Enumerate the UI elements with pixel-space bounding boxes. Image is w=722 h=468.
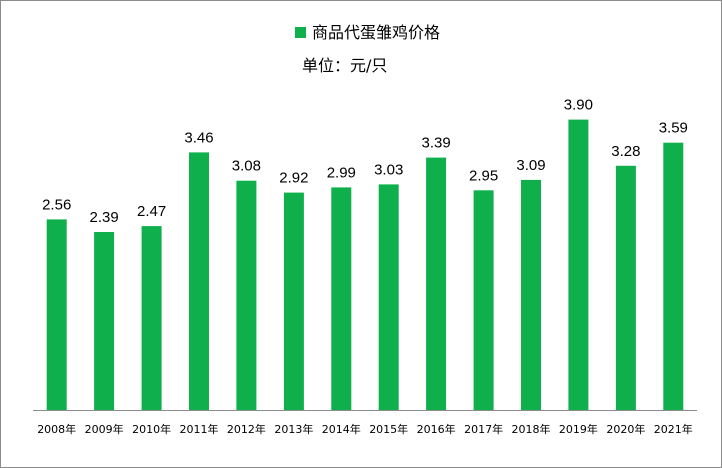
x-tick-label: 2011年 <box>180 422 219 436</box>
x-tick-label: 2008年 <box>37 422 76 436</box>
value-label: 2.92 <box>279 170 308 187</box>
x-tick-label: 2015年 <box>369 422 408 436</box>
bar-2008年 <box>46 219 67 410</box>
bar-2013年 <box>283 192 304 410</box>
bar-2010年 <box>141 226 162 410</box>
bar-2019年 <box>568 119 589 410</box>
x-tick-label: 2016年 <box>417 422 456 436</box>
value-label: 3.08 <box>232 158 261 175</box>
x-tick-labels-group: 2008年 2009年 2010年 2011年 2012年 2013年 2014年 2015年… <box>37 422 693 436</box>
x-tick-label: 2010年 <box>132 422 171 436</box>
value-label: 2.95 <box>469 167 498 184</box>
bar-2016年 <box>426 157 447 410</box>
x-tick-label: 2013年 <box>274 422 313 436</box>
x-tick-label: 2014年 <box>322 422 361 436</box>
x-tick-label: 2009年 <box>85 422 124 436</box>
bar-2009年 <box>94 232 115 410</box>
value-label: 3.03 <box>374 161 403 178</box>
bar-2015年 <box>378 184 399 410</box>
value-label: 2.39 <box>89 209 118 226</box>
x-tick-label: 2012年 <box>227 422 266 436</box>
value-label: 2.99 <box>327 164 356 181</box>
value-label: 3.46 <box>184 129 213 146</box>
unit-label: 单位：元/只 <box>302 56 387 75</box>
value-label: 3.09 <box>516 157 545 174</box>
bar-2017年 <box>473 190 494 410</box>
value-label: 3.59 <box>659 120 688 137</box>
x-tick-label: 2017年 <box>464 422 503 436</box>
bar-2014年 <box>331 187 352 410</box>
x-tick-label: 2020年 <box>606 422 645 436</box>
value-label: 3.90 <box>564 97 593 114</box>
bar-2018年 <box>521 179 541 410</box>
x-tick-label: 2019年 <box>559 422 598 436</box>
bar-2020年 <box>615 165 636 410</box>
value-label: 2.47 <box>137 203 166 220</box>
value-labels-group: 2.56 2.39 2.47 3.46 3.08 2.92 2.99 3.03 3.39 2.95… <box>42 97 688 226</box>
x-tick-label: 2021年 <box>654 422 693 436</box>
legend-swatch <box>295 27 306 38</box>
legend-label: 商品代蛋雏鸡价格 <box>312 23 440 42</box>
legend: 商品代蛋雏鸡价格 <box>295 23 440 42</box>
bar-2012年 <box>236 180 257 410</box>
value-label: 2.56 <box>42 196 71 213</box>
bar-2011年 <box>189 152 209 410</box>
bar-2021年 <box>663 142 684 410</box>
value-label: 3.39 <box>421 135 450 152</box>
bars-group <box>46 119 684 410</box>
x-tick-label: 2018年 <box>512 422 551 436</box>
value-label: 3.28 <box>611 143 640 160</box>
